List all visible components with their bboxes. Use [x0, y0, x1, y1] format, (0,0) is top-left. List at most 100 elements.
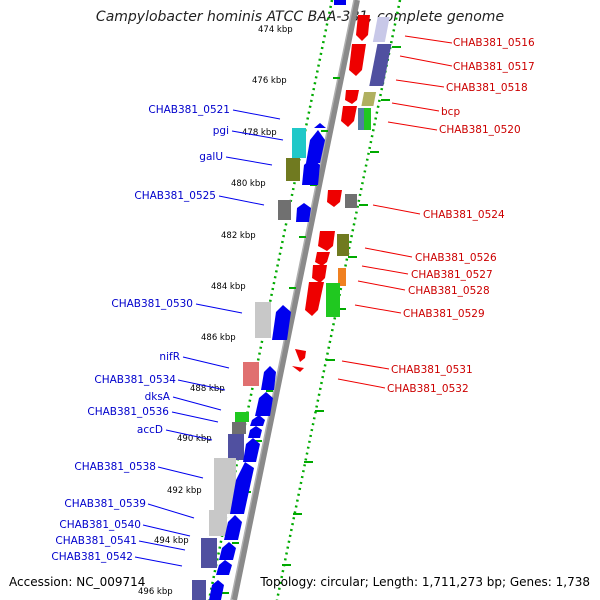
kbp-label: 488 kbp	[190, 384, 225, 394]
cog-box	[201, 538, 217, 568]
cog-box	[364, 108, 371, 130]
gene-label-right: CHAB381_0528	[408, 285, 490, 297]
kbp-label: 484 kbp	[211, 282, 246, 292]
gene-label-left: CHAB381_0525	[134, 190, 216, 202]
left-gene-labels: CHAB381_0521 pgi galU CHAB381_0525 CHAB3…	[51, 104, 284, 567]
gene-label-left: galU	[199, 151, 223, 163]
gene-label-right: CHAB381_0516	[453, 37, 535, 49]
kbp-label: 496 kbp	[138, 587, 173, 597]
kbp-label: 482 kbp	[221, 231, 256, 241]
accession-text: Accession: NC_009714	[9, 575, 146, 589]
gene-arrow-forward	[261, 366, 276, 390]
gene-label-left: CHAB381_0534	[94, 374, 176, 386]
gene-arrow-forward	[248, 426, 262, 438]
gene-label-left: CHAB381_0540	[59, 519, 141, 531]
gene-arrow-forward	[219, 542, 236, 560]
gene-label-left: CHAB381_0530	[111, 298, 193, 310]
gene-arrow-reverse	[341, 106, 357, 127]
gene-label-right: CHAB381_0520	[439, 124, 521, 136]
gene-arrow-forward	[334, 0, 346, 5]
cog-box	[232, 422, 246, 434]
gene-arrow-forward	[255, 392, 273, 416]
gene-arrow-reverse	[295, 349, 306, 362]
cog-box	[278, 200, 291, 220]
gene-label-right: CHAB381_0531	[391, 364, 473, 376]
gene-label-right: bcp	[441, 106, 460, 118]
cog-box	[345, 194, 357, 208]
gene-arrow-reverse	[349, 44, 366, 76]
gene-label-right: CHAB381_0524	[423, 209, 505, 221]
gene-label-right: CHAB381_0532	[387, 383, 469, 395]
cog-box	[243, 362, 259, 386]
gene-arrow-forward	[243, 438, 260, 462]
kbp-label: 474 kbp	[258, 25, 293, 35]
gene-label-left: CHAB381_0538	[74, 461, 156, 473]
cog-box	[192, 580, 206, 600]
gene-arrow-reverse	[318, 231, 335, 251]
gene-label-left: nifR	[159, 351, 180, 363]
cog-box	[228, 434, 244, 460]
kbp-label: 478 kbp	[242, 128, 277, 138]
gene-arrow-reverse	[312, 265, 327, 283]
gene-label-left: pgi	[213, 125, 229, 137]
cog-box	[209, 510, 227, 536]
gene-arrow-reverse	[315, 252, 330, 266]
cog-box	[337, 234, 349, 256]
topology-text: Topology: circular; Length: 1,711,273 bp…	[260, 575, 590, 589]
gene-arrow-reverse	[345, 90, 359, 104]
cog-box	[326, 283, 340, 317]
kbp-label: 492 kbp	[167, 486, 202, 496]
gene-arrow-forward	[230, 462, 254, 514]
gene-arrow-reverse	[356, 15, 370, 41]
gene-arrow-reverse	[292, 366, 304, 372]
forward-strand-genes	[192, 0, 346, 600]
gene-arrow-forward	[314, 123, 326, 128]
cog-box	[292, 128, 306, 158]
kbp-label: 480 kbp	[231, 179, 266, 189]
gene-label-left: CHAB381_0521	[148, 104, 230, 116]
gene-label-left: CHAB381_0536	[87, 406, 169, 418]
cog-box	[255, 302, 271, 338]
gene-label-left: CHAB381_0541	[55, 535, 137, 547]
gene-arrow-forward	[216, 560, 232, 575]
backbone	[231, 0, 360, 600]
backbone-highlight	[230, 0, 355, 600]
gene-label-right: CHAB381_0529	[403, 308, 485, 320]
right-gene-labels: CHAB381_0516 CHAB381_0517 CHAB381_0518 b…	[337, 35, 535, 395]
gene-arrow-forward	[209, 580, 224, 600]
cog-box	[358, 108, 364, 130]
cog-box	[214, 458, 236, 514]
gene-label-right: CHAB381_0518	[446, 82, 528, 94]
cog-box	[361, 92, 377, 106]
gene-arrow-forward	[302, 158, 320, 185]
gene-label-right: CHAB381_0527	[411, 269, 493, 281]
gene-label-left: dksA	[145, 391, 171, 403]
gene-arrow-forward	[272, 305, 291, 340]
kbp-label: 486 kbp	[201, 333, 236, 343]
cog-box	[338, 268, 346, 286]
gene-arrow-reverse	[327, 190, 342, 207]
gene-label-left: CHAB381_0539	[64, 498, 146, 510]
reverse-strand-genes	[292, 15, 392, 372]
gene-label-left: accD	[137, 424, 163, 436]
gene-label-right: CHAB381_0517	[453, 61, 535, 73]
gene-arrow-reverse	[305, 282, 324, 316]
right-major-ticks	[282, 46, 401, 566]
gene-arrow-forward	[224, 515, 242, 540]
gene-arrow-forward	[250, 415, 265, 426]
kbp-labels: 474 kbp 476 kbp 478 kbp 480 kbp 482 kbp …	[138, 25, 293, 597]
gene-label-right: CHAB381_0526	[415, 252, 497, 264]
kbp-label: 494 kbp	[154, 536, 189, 546]
cog-box	[369, 44, 392, 86]
gene-label-left: CHAB381_0542	[51, 551, 133, 563]
kbp-label: 490 kbp	[177, 434, 212, 444]
cog-box	[372, 17, 390, 42]
cog-box	[286, 158, 300, 181]
gene-arrow-forward	[306, 130, 325, 163]
cog-box	[235, 412, 249, 422]
map-title: Campylobacter hominis ATCC BAA-381, comp…	[95, 9, 505, 25]
kbp-label: 476 kbp	[252, 76, 287, 86]
gene-arrow-forward	[296, 203, 311, 222]
